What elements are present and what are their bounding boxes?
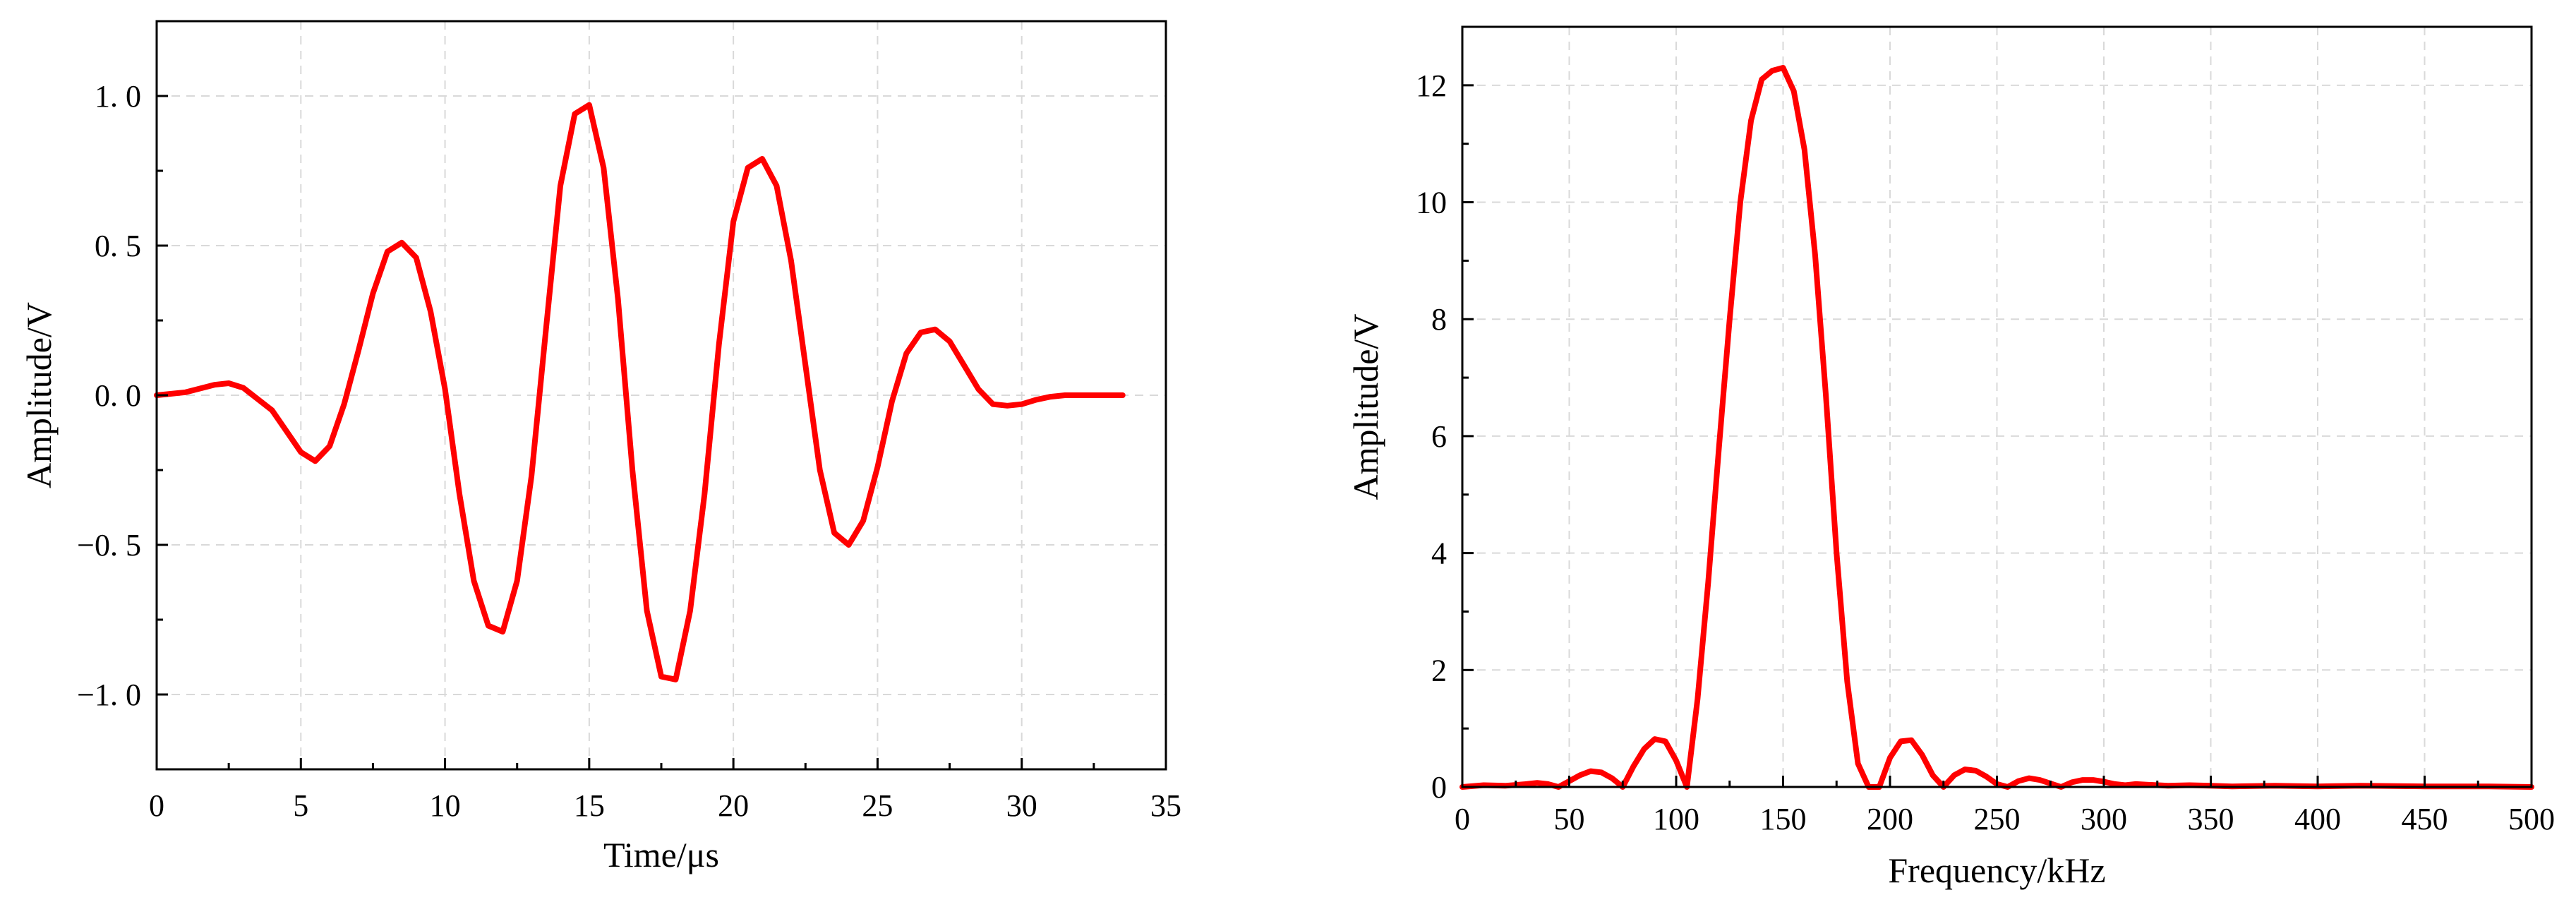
frequency-spectrum-chart: 0 50 100 150 200 250 300 350 400 450 500 0 2 4 6 8 10 12 F… — [1346, 25, 2555, 890]
x-tick-label: 500 — [2508, 802, 2555, 836]
y-tick-label: 12 — [1416, 68, 1447, 103]
x-axis-label: Frequency/kHz — [1888, 850, 2105, 890]
y-tick-label: 0 — [1431, 770, 1447, 805]
x-tick-label: 300 — [2081, 802, 2127, 836]
x-tick-label: 30 — [1006, 788, 1037, 823]
y-tick-label: −0. 5 — [77, 528, 141, 563]
x-tick-label: 150 — [1760, 802, 1807, 836]
series-line — [154, 102, 1126, 682]
grid — [157, 21, 1166, 769]
plot-frame — [1461, 25, 2533, 788]
x-tick-label: 450 — [2402, 802, 2448, 836]
y-axis-label: Amplitude/V — [19, 302, 59, 488]
y-tick-label: 8 — [1431, 302, 1447, 337]
x-tick-label: 0 — [149, 788, 164, 823]
y-tick-label: 6 — [1431, 419, 1447, 454]
x-tick-label: 5 — [293, 788, 308, 823]
x-tick-label: 250 — [1974, 802, 2021, 836]
x-tick-label: 20 — [718, 788, 749, 823]
x-axis-label: Time/μs — [603, 835, 719, 874]
y-tick-label: −1. 0 — [77, 678, 141, 712]
x-tick-label: 10 — [430, 788, 461, 823]
x-tick-label: 15 — [574, 788, 605, 823]
grid — [1462, 27, 2532, 787]
x-tick-label: 25 — [862, 788, 893, 823]
y-tick-label: 10 — [1416, 186, 1447, 220]
y-tick-label: 0. 5 — [95, 229, 141, 263]
x-tick-label: 0 — [1455, 802, 1470, 836]
x-tick-label: 200 — [1867, 802, 1913, 836]
time-domain-chart: 0 5 10 15 20 25 30 35 −1. 0 −0. 5 0. 0 0. 5 1. 0 Time… — [19, 20, 1181, 874]
y-tick-label: 4 — [1431, 536, 1447, 571]
y-tick-label: 2 — [1431, 653, 1447, 687]
y-axis-label: Amplitude/V — [1346, 314, 1385, 500]
x-tick-label: 350 — [2188, 802, 2234, 836]
y-tick-label: 1. 0 — [95, 79, 141, 114]
x-tick-label: 35 — [1150, 788, 1181, 823]
x-tick-label: 50 — [1554, 802, 1585, 836]
x-tick-label: 400 — [2294, 802, 2341, 836]
y-tick-label: 0. 0 — [95, 378, 141, 413]
x-tick-label: 100 — [1653, 802, 1699, 836]
